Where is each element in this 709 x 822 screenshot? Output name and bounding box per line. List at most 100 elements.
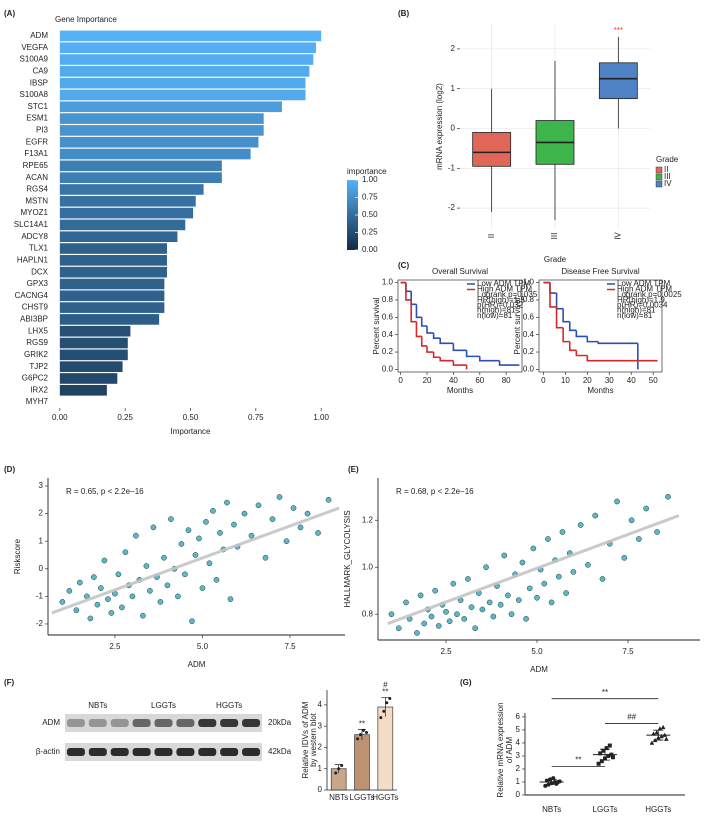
survival-step [568, 341, 577, 352]
y-tick-label: 1 [39, 536, 44, 545]
bar [59, 384, 107, 396]
point [147, 588, 153, 594]
point [651, 731, 656, 736]
point [140, 612, 146, 619]
band [220, 748, 239, 756]
point [450, 580, 457, 587]
y-tick-label: 0.0 [382, 365, 394, 374]
point [446, 618, 453, 625]
point [276, 494, 283, 500]
point [164, 582, 171, 589]
x-tick-label: 20 [423, 376, 432, 385]
panel-label: (G) [460, 678, 472, 687]
point [297, 524, 304, 531]
colorbar-label: 0.25 [362, 228, 378, 237]
error-bar [653, 729, 664, 741]
stat-label: p(HR)=0.032 [477, 301, 524, 310]
point [435, 623, 442, 629]
survival-step [555, 306, 564, 329]
point [559, 529, 566, 535]
point [551, 776, 556, 781]
point [454, 611, 460, 618]
point [519, 559, 526, 566]
survival-step [498, 360, 520, 366]
y-tick-label: MYH7 [26, 397, 49, 406]
y-tick-label: EGFR [26, 137, 48, 146]
box [472, 132, 512, 167]
bar [59, 54, 314, 65]
point [119, 604, 125, 611]
point [649, 740, 655, 745]
y-axis-label: Percent survival [513, 297, 522, 354]
bar [59, 231, 178, 243]
point [182, 571, 188, 578]
point [636, 536, 642, 542]
y-tick-label: MSTN [25, 196, 48, 205]
survival-step [405, 282, 412, 301]
survival-step [562, 308, 570, 323]
point [359, 733, 362, 737]
y-tick-label: 1 [516, 777, 521, 786]
x-tick-label: III [550, 233, 559, 240]
point [196, 535, 202, 542]
x-tick-label: NBTs [329, 793, 348, 802]
size-label: 20kDa [268, 718, 292, 727]
chart-title: Overall Survival [432, 267, 488, 276]
legend-label: III [664, 172, 671, 181]
y-tick-label: 0.6 [523, 312, 535, 321]
point [508, 611, 515, 618]
y-tick-label: 1.0 [523, 278, 535, 287]
y-tick-label: CACNG4 [15, 291, 49, 300]
bar [59, 77, 306, 89]
point [210, 507, 216, 514]
point [465, 576, 471, 582]
y-tick-label: 0 [39, 564, 44, 573]
bar [59, 148, 251, 160]
survival-step [452, 343, 467, 352]
bracket-label: ## [627, 713, 636, 722]
point [199, 585, 206, 591]
point [607, 743, 612, 748]
x-tick-label: NBTs [542, 805, 561, 814]
y-tick-label: 0.2 [523, 347, 535, 356]
point [659, 734, 664, 739]
point [59, 599, 66, 605]
plot-frame [397, 279, 523, 373]
y-axis-label: by western blot [309, 712, 318, 767]
survival-step [549, 282, 557, 294]
stat-label: HR(high)=1.5 [477, 295, 525, 304]
y-tick-label: RGS4 [26, 185, 48, 194]
point [248, 532, 255, 539]
plot-frame [538, 279, 663, 373]
point [628, 517, 635, 524]
x-axis-label: ADM [188, 660, 206, 669]
panel-label: (B) [398, 9, 409, 18]
x-tick-label: LGGTs [350, 793, 375, 802]
point [585, 562, 591, 568]
size-label: 42kDa [268, 747, 292, 756]
x-axis-label: Months [447, 386, 473, 395]
survival-step [420, 336, 428, 347]
y-tick-label: RGS9 [26, 338, 48, 347]
bar [377, 706, 394, 791]
y-axis-label: Riskscore [13, 538, 22, 574]
row-label: β-actin [36, 747, 60, 756]
x-tick-label: 40 [627, 376, 636, 385]
bar [59, 325, 131, 337]
y-axis-label: mRNA expression (log2) [435, 83, 444, 170]
survival-step [549, 282, 557, 308]
y-tick-label: -1 [448, 163, 456, 172]
bar [59, 373, 118, 384]
y-tick-label: 0.0 [523, 365, 535, 374]
survival-step [575, 350, 588, 357]
y-tick-label: 1.2 [362, 515, 374, 524]
y-tick-label: CA9 [32, 66, 48, 75]
y-tick-label: 2 [318, 743, 323, 752]
point [241, 510, 248, 517]
bar [59, 290, 165, 302]
point [483, 564, 489, 571]
point [643, 505, 650, 512]
point [654, 730, 660, 735]
box [598, 62, 638, 100]
y-tick-label: MYOZ1 [20, 208, 48, 217]
